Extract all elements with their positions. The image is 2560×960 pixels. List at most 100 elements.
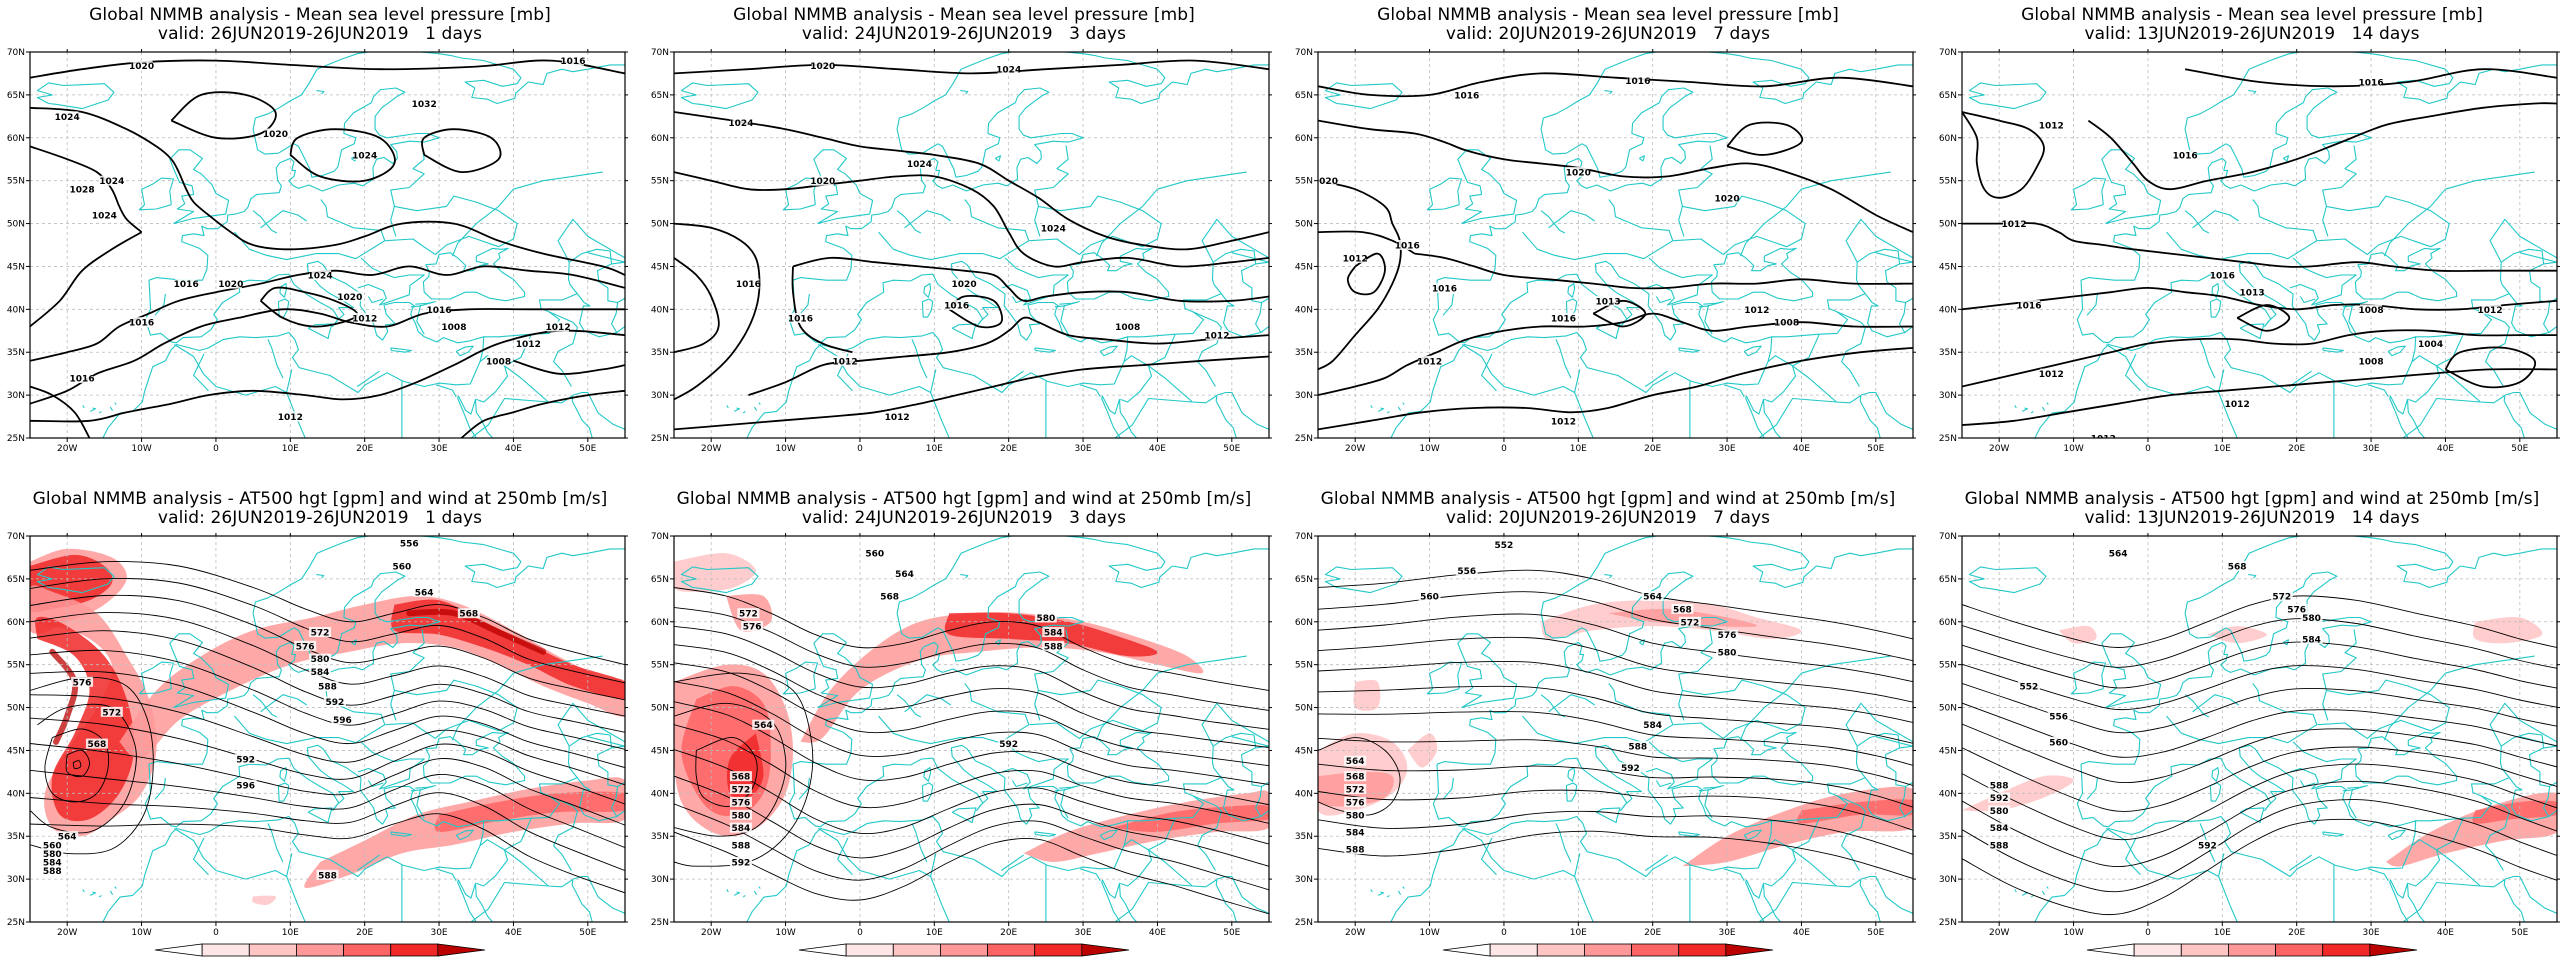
contour-label: 1024 xyxy=(308,272,333,282)
coastline xyxy=(813,633,874,709)
coastline xyxy=(1390,260,1773,438)
contour-label-bg xyxy=(2017,300,2040,311)
contour-label-bg xyxy=(2226,561,2249,572)
contour-label-bg xyxy=(729,856,752,867)
contour-label: 1016 xyxy=(944,302,969,312)
lon-label: 50E xyxy=(1223,928,1240,938)
map-frame xyxy=(29,51,626,439)
map-z500-3d: 560 564 568 572 576 580 584 588 592 564 568 572 576 5… xyxy=(651,532,1272,960)
contour-label: 1016 xyxy=(427,306,452,316)
coastline xyxy=(1001,741,1069,790)
contour-label: 1016 xyxy=(1395,242,1420,252)
lon-label: 50E xyxy=(2511,928,2528,938)
contour-label-bg xyxy=(41,839,64,850)
lon-label: 30E xyxy=(1074,928,1091,938)
colorbar-swatch xyxy=(2180,943,2229,957)
coastline xyxy=(1673,195,1806,255)
coastline xyxy=(350,639,358,646)
lon-label: 0 xyxy=(1501,928,1507,938)
contour-labels: 552 556 560 564 568 572 576 580 584 588 592 564 568 5… xyxy=(1344,539,1739,856)
coastline xyxy=(102,260,485,438)
contour-label-bg xyxy=(1455,89,1478,100)
coastline xyxy=(1397,890,1402,895)
coastline xyxy=(1114,397,1193,438)
lat-label: 40N xyxy=(1939,789,1957,799)
contour-label-bg xyxy=(1671,603,1694,614)
lon-label: 30E xyxy=(430,928,447,938)
contour-label: 572 xyxy=(2272,593,2291,603)
lat-label: 40N xyxy=(651,789,669,799)
coastline xyxy=(2383,171,2535,257)
colorbar-overflow xyxy=(1081,943,1130,957)
coastline xyxy=(2125,353,2141,392)
coastline xyxy=(813,149,874,225)
coastline xyxy=(390,145,425,207)
contour-label: 568 xyxy=(732,773,751,783)
coastline xyxy=(483,293,577,338)
contour-label: 584 xyxy=(43,858,62,868)
contour-label: 1012 xyxy=(2002,220,2027,230)
contour-label: 572 xyxy=(1680,618,1699,628)
coastline xyxy=(1859,395,1881,438)
coastline xyxy=(138,661,175,695)
isobar xyxy=(30,145,143,233)
lon-label: 40E xyxy=(2437,444,2454,454)
coastline xyxy=(457,879,477,922)
coastline xyxy=(1710,731,1814,786)
contour-label: 1016 xyxy=(2359,79,2384,89)
coastline xyxy=(1127,777,1221,822)
coastline xyxy=(470,397,549,438)
lat-label: 30N xyxy=(1295,391,1313,401)
coastline xyxy=(567,732,619,822)
coastline xyxy=(2014,889,2017,893)
height-contour xyxy=(674,775,1269,867)
lat-label: 40N xyxy=(1939,305,1957,315)
coastline xyxy=(1638,639,1646,646)
contour-label-bg xyxy=(2047,736,2070,747)
lat-label: 55N xyxy=(7,661,25,671)
coastline xyxy=(2288,370,2312,387)
contour-label-bg xyxy=(945,300,968,311)
coastline xyxy=(1845,702,1913,747)
lat-label: 25N xyxy=(1295,434,1313,444)
height-contour xyxy=(1962,682,2557,734)
lon-label: 10E xyxy=(1570,444,1587,454)
contour-label-bg xyxy=(2107,548,2130,559)
contour-label-bg xyxy=(2040,119,2063,130)
coastline xyxy=(1548,694,1596,713)
isobar xyxy=(421,128,502,174)
coastline xyxy=(356,370,380,387)
contour-label-bg xyxy=(1567,167,1590,178)
contour-label-bg xyxy=(997,64,1020,75)
coastline xyxy=(356,854,380,871)
coastline xyxy=(587,252,625,263)
map-frame xyxy=(673,535,1270,923)
coastline xyxy=(2218,392,2260,438)
contour-label: 1028 xyxy=(70,186,95,196)
coastline xyxy=(1481,837,1497,876)
isobar xyxy=(2236,304,2291,332)
coastline xyxy=(1704,788,1713,819)
lon-label: 10E xyxy=(2214,928,2231,938)
contour-label-bg xyxy=(1626,741,1649,752)
coastline xyxy=(1231,252,1269,263)
axis-labels: 20W 10W 0 10E 20E 30E 40E 50E 70N 65N 60N 55N 50N 45N… xyxy=(1295,48,1916,454)
wind-speed-colorbar: 303540455060 xyxy=(798,943,1130,960)
lon-label: 0 xyxy=(1501,444,1507,454)
coastline xyxy=(1522,199,1674,261)
coastline xyxy=(1216,875,1269,914)
map-frame xyxy=(1317,51,1914,439)
coastline xyxy=(2387,345,2406,357)
axis-labels: 20W 10W 0 10E 20E 30E 40E 50E 70N 65N 60N 55N 50N 45N… xyxy=(7,532,628,938)
contour-label: 568 xyxy=(2228,563,2247,573)
contour-label-bg xyxy=(390,561,413,572)
lat-label: 25N xyxy=(651,918,669,928)
coastline xyxy=(1054,785,1080,792)
contour-label: 1012 xyxy=(2039,121,2064,131)
coastline xyxy=(1079,384,1101,398)
height-contours xyxy=(30,561,625,894)
panel-title: Global NMMB analysis - Mean sea level pr… xyxy=(1377,5,1839,25)
contour-label: 576 xyxy=(296,642,315,652)
lat-label: 45N xyxy=(1295,262,1313,272)
contour-label: 1012 xyxy=(352,314,377,324)
